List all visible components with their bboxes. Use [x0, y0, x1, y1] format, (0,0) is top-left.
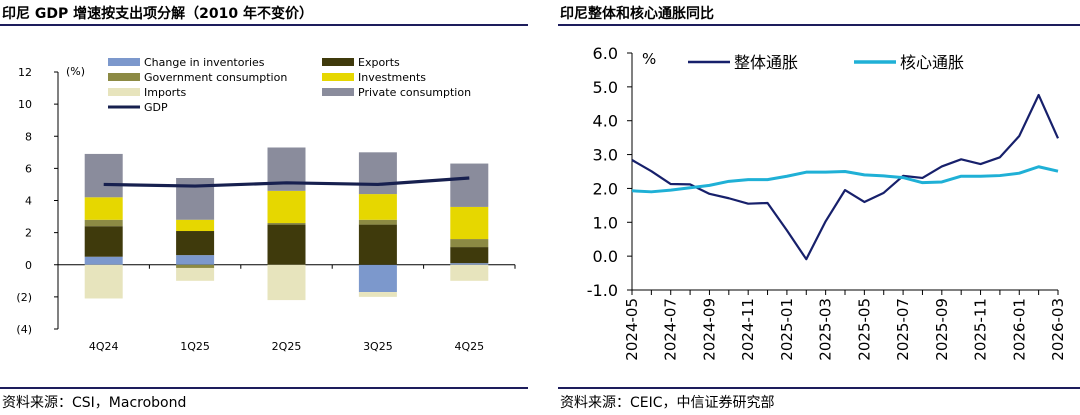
legend-swatch-government-consumption [108, 73, 140, 81]
x-tick-label: 2024-07 [662, 298, 680, 361]
x-tick-label: 2024-05 [623, 298, 641, 361]
y-tick-label: 12 [18, 66, 32, 79]
left-chart-panel: 印尼 GDP 增速按支出项分解（2010 年不变价） 12 10 8 6 4 2 0 (2) (… [0, 0, 528, 415]
x-tick-label: 2025-09 [933, 298, 951, 361]
x-category-label: 3Q25 [363, 340, 393, 353]
inflation-chart: 6.0 5.0 4.0 3.0 2.0 1.0 0.0 -1.0% 2024-05 2024-07… [587, 44, 1067, 361]
legend-swatch-imports [108, 88, 140, 96]
right-chart-panel: 印尼整体和核心通胀同比 6.0 5.0 4.0 3.0 2.0 1.0 0.0 -1.0% 20… [558, 0, 1080, 415]
x-category-label: 4Q24 [89, 340, 119, 353]
left-chart-title: 印尼 GDP 增速按支出项分解（2010 年不变价） [2, 6, 313, 22]
x-category-label: 1Q25 [180, 340, 210, 353]
bar-segment-change-in-inventories [358, 264, 397, 293]
legend-label-investments: Investments [358, 71, 426, 84]
y-tick-label: 8 [25, 130, 32, 143]
bar-segment-exports [358, 224, 397, 265]
bar-segment-investments [176, 219, 215, 232]
y-tick-label: 6.0 [593, 44, 618, 63]
gdp-decomposition-chart: 12 10 8 6 4 2 0 (2) (4) (%) 4Q24 1Q25 2Q25 3Q25 4Q25 Ch… [16, 56, 516, 353]
y-tick-label: -1.0 [587, 281, 618, 300]
bar-segment-government-consumption [267, 222, 306, 225]
y-unit-label: % [642, 50, 656, 68]
core-inflation-line [631, 165, 1059, 194]
bar-segment-private-consumption [450, 163, 489, 207]
bar-segment-imports [267, 264, 306, 301]
y-tick-label: (4) [16, 323, 32, 336]
legend-swatch-change-in-inventories [108, 58, 140, 66]
legend-swatch-investments [322, 73, 354, 81]
x-tick-label: 2024-09 [700, 298, 718, 361]
y-tick-label: 1.0 [593, 213, 618, 232]
legend-label-imports: Imports [144, 86, 187, 99]
right-chart-source: 资料来源：CEIC，中信证券研究部 [560, 395, 775, 411]
bar-segment-imports [84, 264, 123, 299]
bar-segment-investments [450, 206, 489, 240]
right-title-rule [558, 24, 1080, 26]
bar-segment-private-consumption [358, 152, 397, 195]
y-tick-label: 2.0 [593, 179, 618, 198]
y-tick-label: 4 [25, 195, 32, 208]
bar-segment-imports [358, 292, 397, 297]
y-tick-label: 10 [18, 98, 32, 111]
x-category-label: 4Q25 [454, 340, 484, 353]
bar-segment-exports [450, 247, 489, 264]
y-tick-label: 6 [25, 162, 32, 175]
bar-segment-change-in-inventories [176, 255, 215, 265]
y-tick-label: 0 [25, 259, 32, 272]
legend-label-exports: Exports [358, 56, 400, 69]
legend-label-headline: 整体通胀 [734, 53, 798, 72]
bar-segment-investments [84, 197, 123, 220]
bar-segment-investments [358, 194, 397, 220]
bar-segment-exports [176, 231, 215, 256]
x-tick-label: 2025-05 [855, 298, 873, 361]
y-tick-label: 4.0 [593, 112, 618, 131]
y-tick-label: 5.0 [593, 78, 618, 97]
legend-label-change-in-inventories: Change in inventories [144, 56, 265, 69]
bar-segment-exports [84, 226, 123, 257]
bar-segment-private-consumption [84, 153, 123, 198]
x-tick-label: 2025-01 [778, 298, 796, 361]
bar-segment-government-consumption [358, 219, 397, 225]
right-chart-title: 印尼整体和核心通胀同比 [560, 6, 714, 22]
legend-label-core: 核心通胀 [900, 53, 964, 72]
legend-label-gdp: GDP [144, 101, 168, 114]
x-category-label: 2Q25 [272, 340, 302, 353]
legend-swatch-exports [322, 58, 354, 66]
y-tick-label: (2) [16, 291, 32, 304]
bar-segment-exports [267, 224, 306, 265]
bar-segment-government-consumption [176, 264, 215, 268]
bar-segment-investments [267, 190, 306, 223]
legend-label-government-consumption: Government consumption [144, 71, 287, 84]
legend-label-private-consumption: Private consumption [358, 86, 471, 99]
y-tick-label: 2 [25, 227, 32, 240]
right-source-rule [558, 387, 1080, 389]
legend-swatch-private-consumption [322, 88, 354, 96]
left-source-rule [0, 387, 528, 389]
bar-segment-government-consumption [450, 239, 489, 248]
x-tick-label: 2025-03 [817, 298, 835, 361]
y-tick-label: 0.0 [593, 247, 618, 266]
bar-segment-government-consumption [84, 219, 123, 227]
x-tick-label: 2026-01 [1010, 298, 1028, 361]
bar-segment-change-in-inventories [450, 263, 489, 265]
x-tick-label: 2025-11 [972, 298, 990, 361]
bar-segment-change-in-inventories [84, 256, 123, 265]
y-tick-label: 3.0 [593, 146, 618, 165]
left-chart-source: 资料来源：CSI，Macrobond [2, 395, 187, 411]
headline-inflation-line [631, 93, 1060, 261]
y-unit-label: (%) [66, 65, 85, 78]
x-tick-label: 2026-03 [1049, 298, 1067, 361]
gdp-line [103, 176, 470, 188]
x-tick-label: 2024-11 [739, 298, 757, 361]
bar-segment-imports [450, 264, 489, 281]
left-title-rule [0, 24, 528, 26]
x-tick-label: 2025-07 [894, 298, 912, 361]
bar-segment-imports [176, 267, 215, 281]
